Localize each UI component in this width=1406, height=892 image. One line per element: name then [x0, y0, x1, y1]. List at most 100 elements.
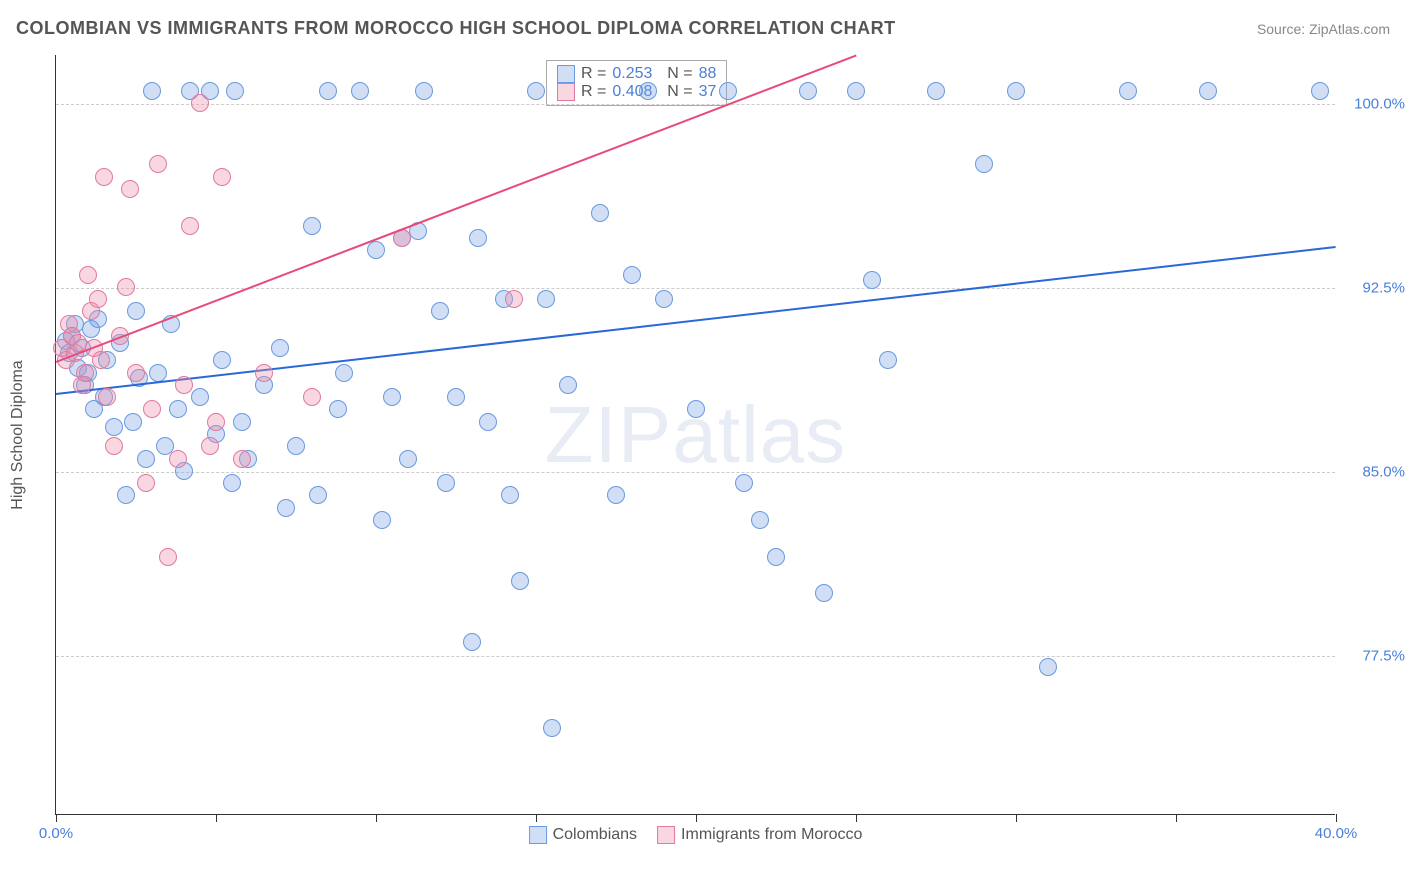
x-tick [216, 814, 217, 822]
data-point [447, 388, 465, 406]
legend-item: Immigrants from Morocco [657, 826, 862, 844]
data-point [137, 450, 155, 468]
data-point [607, 486, 625, 504]
chart-source: Source: ZipAtlas.com [1257, 21, 1390, 37]
data-point [655, 290, 673, 308]
data-point [181, 217, 199, 235]
data-point [175, 376, 193, 394]
data-point [537, 290, 555, 308]
data-point [799, 82, 817, 100]
data-point [213, 351, 231, 369]
y-tick-label: 100.0% [1354, 96, 1405, 113]
data-point [527, 82, 545, 100]
data-point [169, 450, 187, 468]
data-point [863, 271, 881, 289]
data-point [847, 82, 865, 100]
y-tick-label: 77.5% [1362, 647, 1405, 664]
y-tick-label: 92.5% [1362, 279, 1405, 296]
data-point [226, 82, 244, 100]
data-point [399, 450, 417, 468]
x-tick-label: 0.0% [39, 825, 73, 842]
data-point [511, 572, 529, 590]
data-point [543, 719, 561, 737]
data-point [687, 400, 705, 418]
data-point [1199, 82, 1217, 100]
data-point [751, 511, 769, 529]
data-point [1039, 658, 1057, 676]
data-point [207, 413, 225, 431]
data-point [223, 474, 241, 492]
data-point [303, 217, 321, 235]
legend-swatch [529, 826, 547, 844]
data-point [233, 450, 251, 468]
data-point [367, 241, 385, 259]
x-tick [536, 814, 537, 822]
data-point [271, 339, 289, 357]
r-value: 0.253 [612, 65, 652, 83]
data-point [469, 229, 487, 247]
data-point [815, 584, 833, 602]
legend-label: Immigrants from Morocco [681, 826, 862, 844]
data-point [149, 155, 167, 173]
data-point [98, 388, 116, 406]
data-point [287, 437, 305, 455]
data-point [501, 486, 519, 504]
data-point [623, 266, 641, 284]
data-point [143, 82, 161, 100]
x-tick [56, 814, 57, 822]
data-point [149, 364, 167, 382]
data-point [879, 351, 897, 369]
data-point [169, 400, 187, 418]
data-point [335, 364, 353, 382]
y-axis-label: High School Diploma [9, 360, 27, 509]
data-point [319, 82, 337, 100]
data-point [505, 290, 523, 308]
data-point [117, 486, 135, 504]
data-point [89, 290, 107, 308]
data-point [639, 82, 657, 100]
data-point [79, 266, 97, 284]
data-point [383, 388, 401, 406]
legend-swatch [557, 65, 575, 83]
x-tick [1176, 814, 1177, 822]
chart-title: COLOMBIAN VS IMMIGRANTS FROM MOROCCO HIG… [16, 18, 896, 39]
data-point [735, 474, 753, 492]
data-point [233, 413, 251, 431]
data-point [159, 548, 177, 566]
legend-item: Colombians [529, 826, 637, 844]
x-tick [1016, 814, 1017, 822]
data-point [559, 376, 577, 394]
data-point [127, 364, 145, 382]
x-tick-label: 40.0% [1315, 825, 1358, 842]
data-point [277, 499, 295, 517]
data-point [329, 400, 347, 418]
data-point [255, 364, 273, 382]
legend-swatch [557, 83, 575, 101]
correlation-row: R = 0.253 N = 88 [557, 65, 716, 83]
data-point [95, 168, 113, 186]
n-value: 37 [699, 83, 717, 101]
n-label: N = [658, 65, 692, 83]
x-tick [376, 814, 377, 822]
data-point [76, 364, 94, 382]
y-tick-label: 85.0% [1362, 463, 1405, 480]
data-point [201, 437, 219, 455]
data-point [303, 388, 321, 406]
data-point [191, 94, 209, 112]
data-point [1007, 82, 1025, 100]
data-point [719, 82, 737, 100]
data-point [975, 155, 993, 173]
correlation-legend: R = 0.253 N = 88R = 0.408 N = 37 [546, 60, 727, 106]
trend-line [56, 246, 1336, 395]
n-label: N = [658, 83, 692, 101]
x-tick [696, 814, 697, 822]
data-point [105, 418, 123, 436]
n-value: 88 [699, 65, 717, 83]
data-point [137, 474, 155, 492]
legend-label: Colombians [553, 826, 637, 844]
r-label: R = [581, 83, 606, 101]
trend-line [56, 55, 857, 363]
data-point [437, 474, 455, 492]
data-point [117, 278, 135, 296]
data-point [927, 82, 945, 100]
